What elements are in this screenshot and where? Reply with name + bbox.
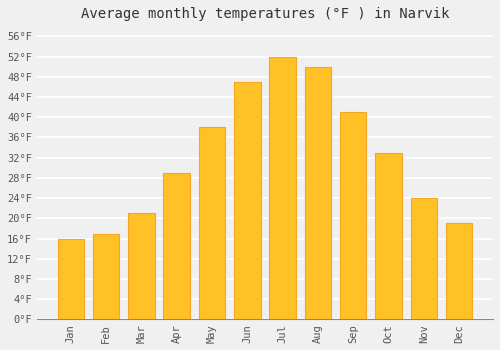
Bar xyxy=(410,198,437,320)
Bar xyxy=(198,127,225,320)
Bar xyxy=(340,112,366,320)
Bar xyxy=(375,153,402,320)
Bar xyxy=(58,239,84,320)
Bar xyxy=(128,213,154,320)
Bar xyxy=(234,82,260,320)
Bar xyxy=(304,67,331,320)
Bar xyxy=(93,233,120,320)
Bar xyxy=(446,223,472,320)
Title: Average monthly temperatures (°F ) in Narvik: Average monthly temperatures (°F ) in Na… xyxy=(80,7,449,21)
Bar xyxy=(164,173,190,320)
Bar xyxy=(270,57,296,320)
